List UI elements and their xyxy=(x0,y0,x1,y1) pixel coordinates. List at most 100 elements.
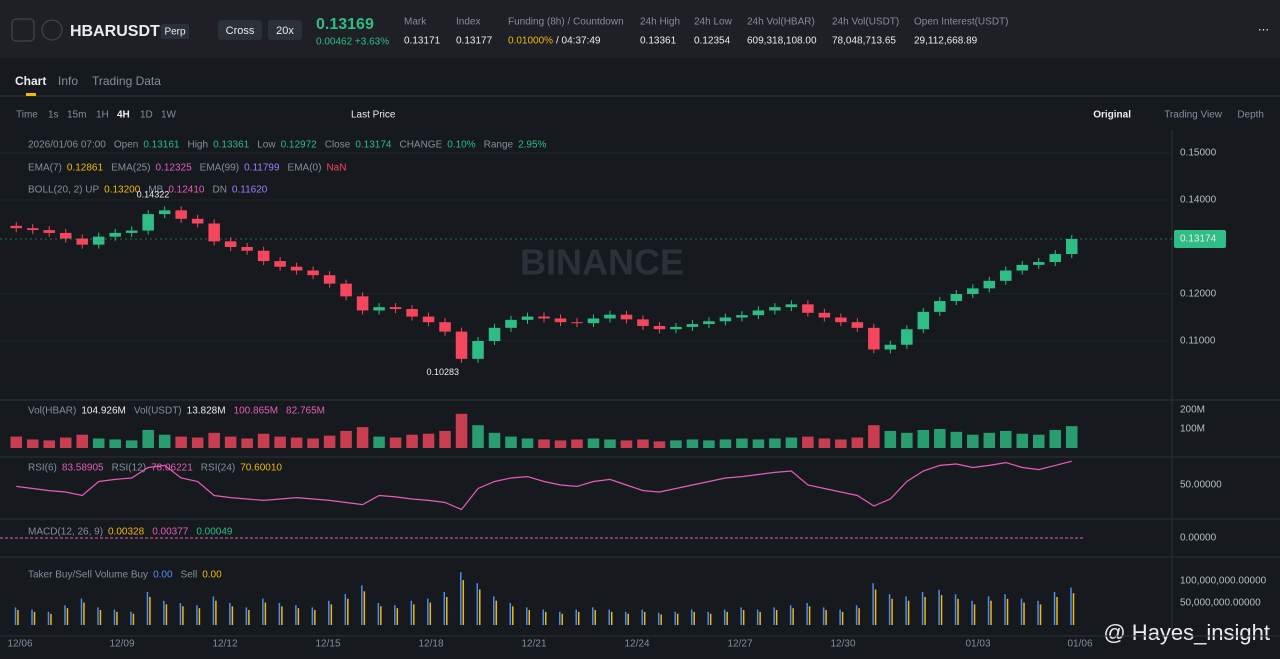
view-tv[interactable]: Trading View xyxy=(1164,110,1223,121)
candle xyxy=(620,310,633,324)
taker-bar xyxy=(1020,598,1023,625)
taker-bar xyxy=(410,600,413,625)
top-bar xyxy=(0,0,1280,58)
taker-bar-sell xyxy=(17,610,19,625)
ema-label: EMA(0) xyxy=(288,163,322,174)
tab[interactable]: Info xyxy=(58,74,78,88)
body xyxy=(373,307,385,311)
price-change: 0.00462 +3.63% xyxy=(316,37,389,48)
interval[interactable]: 1D xyxy=(140,110,153,121)
volume-bar xyxy=(175,436,187,448)
volume-bar xyxy=(439,430,451,448)
legend-date: 2026/01/06 07:00 xyxy=(28,140,106,151)
interval[interactable]: 1H xyxy=(96,110,109,121)
vol-value: 100.865M xyxy=(234,406,278,417)
volume-bar xyxy=(835,439,847,448)
taker-bar xyxy=(443,592,446,625)
taker-bar-sell xyxy=(990,600,992,625)
candle xyxy=(653,321,666,334)
last-price-label: 0.13174 xyxy=(1180,234,1217,245)
body xyxy=(538,316,550,319)
interval[interactable]: 1s xyxy=(48,110,59,121)
interval[interactable]: 15m xyxy=(67,110,86,121)
volume-bar xyxy=(571,439,583,448)
candle xyxy=(703,317,715,329)
view-original[interactable]: Original xyxy=(1093,110,1131,121)
interval[interactable]: Time xyxy=(16,110,38,121)
taker-bar-sell xyxy=(940,595,943,625)
candle xyxy=(356,292,369,315)
ema-value: 0.12325 xyxy=(156,163,193,174)
more[interactable]: ⋯ xyxy=(1258,24,1269,36)
taker-bar xyxy=(328,600,330,625)
leverage-btn[interactable] xyxy=(268,20,302,40)
taker-bar xyxy=(641,609,643,625)
vol-value: 13.828M xyxy=(187,406,226,417)
volume-bar xyxy=(637,439,649,448)
taker-bar xyxy=(460,572,462,625)
taker-bar-sell xyxy=(594,610,596,625)
interval[interactable]: 1W xyxy=(161,110,177,121)
low-label: 0.10283 xyxy=(427,367,460,377)
stat-label: 24h Vol(HBAR) xyxy=(747,17,815,28)
macd-tick: 0.00000 xyxy=(1180,533,1217,544)
taker-bar xyxy=(163,600,165,625)
candle xyxy=(323,271,336,288)
taker-bar xyxy=(987,596,990,625)
body xyxy=(1000,270,1012,281)
price-type[interactable]: Last Price xyxy=(351,110,396,121)
taker-bar xyxy=(14,607,17,625)
favorite[interactable] xyxy=(11,18,35,42)
candle xyxy=(1049,250,1062,267)
tab[interactable]: Trading Data xyxy=(92,74,161,88)
volume-bar xyxy=(620,440,633,448)
taker-value: 0.00 xyxy=(202,570,222,581)
candle xyxy=(439,318,451,336)
ema-label: EMA(7) xyxy=(28,163,62,174)
volume-bar xyxy=(752,439,765,448)
volume-bar xyxy=(472,425,484,448)
candle xyxy=(488,323,501,345)
ema-value: 0.11799 xyxy=(244,163,280,174)
taker-bar-sell xyxy=(446,596,448,625)
taker-bar xyxy=(1053,592,1056,625)
volume-bar xyxy=(1032,434,1045,448)
margin[interactable]: Cross xyxy=(226,25,255,37)
body xyxy=(851,322,864,328)
taker-bar-sell xyxy=(693,611,695,625)
taker-bar-sell xyxy=(957,598,959,625)
body xyxy=(274,261,286,267)
ohlc-label: CHANGE xyxy=(399,140,442,151)
body xyxy=(26,228,39,231)
date-label: 12/24 xyxy=(624,639,649,650)
leverage[interactable]: 20x xyxy=(276,25,294,37)
interval[interactable]: 4H xyxy=(117,110,130,121)
volume-bar xyxy=(521,438,534,448)
boll-label: BOLL(20, 2) UP xyxy=(28,185,99,196)
symbol[interactable]: HBARUSDT xyxy=(70,23,160,40)
volume-bar xyxy=(769,438,781,448)
view-depth[interactable]: Depth xyxy=(1237,110,1264,121)
price-tick: 0.15000 xyxy=(1180,148,1217,159)
body xyxy=(109,232,121,237)
taker-bar xyxy=(558,611,561,625)
date-label: 12/27 xyxy=(727,639,752,650)
taker-bar xyxy=(394,605,396,625)
volume-bar xyxy=(125,440,138,448)
body xyxy=(1016,264,1029,271)
candle xyxy=(208,219,220,246)
taker-bar xyxy=(212,596,215,625)
taker-bar-sell xyxy=(825,610,827,625)
taker-bar-sell xyxy=(858,608,860,625)
volume-bar xyxy=(208,432,220,448)
volume-bar xyxy=(76,434,88,448)
tab[interactable]: Chart xyxy=(15,74,46,88)
taker-bar xyxy=(855,605,858,625)
taker-bar-sell xyxy=(99,610,102,625)
volume-bar xyxy=(323,435,336,448)
taker-bar-sell xyxy=(808,606,811,625)
taker-bar xyxy=(938,589,940,625)
volume-bar xyxy=(538,439,550,448)
margin-btn[interactable] xyxy=(218,20,262,40)
taker-bar-sell xyxy=(610,611,613,625)
